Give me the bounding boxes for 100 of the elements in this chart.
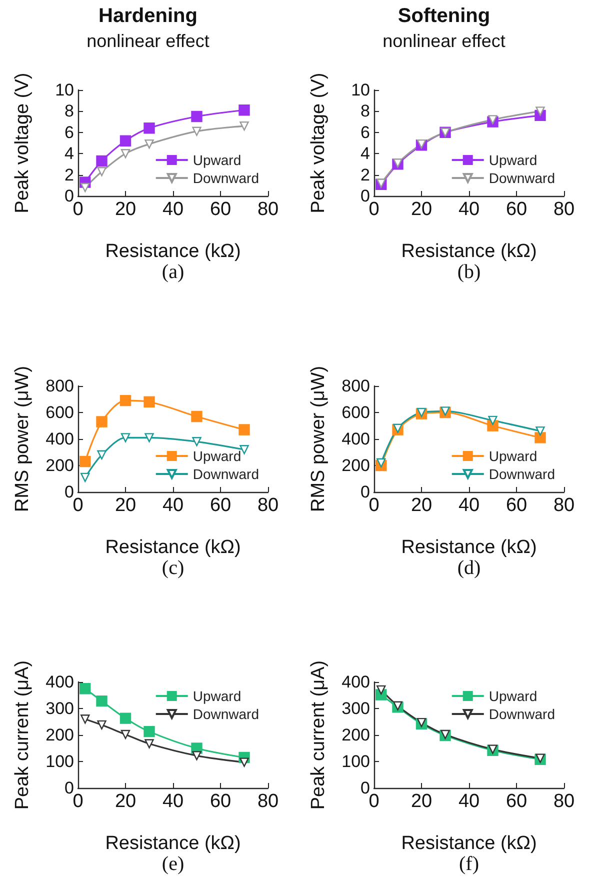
y-tick-label: 8 <box>64 102 74 121</box>
x-tick-label: 20 <box>114 199 136 220</box>
point <box>238 104 250 116</box>
point <box>488 416 498 426</box>
y-tick-label: 200 <box>342 726 370 744</box>
x-tick-label: 60 <box>506 495 528 516</box>
chart-title: Softening <box>398 5 490 27</box>
y-axis-title: RMS power (μW) <box>12 366 33 512</box>
point <box>240 121 249 131</box>
legend-label: Downward <box>488 170 556 186</box>
point <box>97 450 106 460</box>
text: (c) <box>162 557 184 579</box>
y-tick-label: 400 <box>342 672 370 692</box>
point <box>144 739 154 748</box>
y-tick-label: 100 <box>342 752 370 771</box>
x-tick-label: 80 <box>553 495 575 516</box>
point <box>191 110 202 122</box>
point <box>192 437 202 446</box>
point <box>96 155 108 167</box>
legend-label: Downward <box>488 466 556 482</box>
y-tick-label: 400 <box>46 430 74 448</box>
x-axis-title: Resistance (kΩ) <box>105 833 241 854</box>
x-tick-label: 60 <box>210 495 232 516</box>
point <box>440 406 450 416</box>
point <box>144 396 155 408</box>
point <box>144 433 154 442</box>
x-tick-label: 40 <box>458 495 480 516</box>
y-tick-label: 0 <box>64 186 74 206</box>
x-axis-title: Resistance (kΩ) <box>105 537 241 558</box>
point <box>192 751 202 760</box>
x-tick-label: 80 <box>257 791 279 812</box>
x-axis-title: Resistance (kΩ) <box>401 833 537 854</box>
y-tick-label: 400 <box>46 672 74 692</box>
x-tick-label: 80 <box>257 495 279 516</box>
y-tick-label: 200 <box>342 456 370 475</box>
point <box>97 720 106 730</box>
y-tick-label: 800 <box>342 376 370 396</box>
legend-label: Downward <box>192 706 260 722</box>
y-tick-label: 10 <box>55 80 74 100</box>
legend-label: Upward <box>488 688 538 704</box>
y-axis-title: Peak current (μA) <box>308 660 329 810</box>
point <box>120 730 130 740</box>
x-axis-title: Resistance (kΩ) <box>105 241 241 262</box>
point <box>376 458 386 468</box>
point <box>120 394 132 406</box>
legend-label: Downward <box>192 466 260 482</box>
point <box>120 135 132 146</box>
chart-subtitle: nonlinear effect <box>382 31 506 51</box>
y-tick-label: 300 <box>46 699 74 718</box>
point <box>393 424 402 433</box>
point <box>488 115 498 124</box>
y-tick-label: 0 <box>360 482 370 502</box>
legend-label: Upward <box>192 688 242 704</box>
point <box>80 683 91 694</box>
point <box>534 432 546 444</box>
y-tick-label: 200 <box>46 726 74 744</box>
y-axis-title: RMS power (μW) <box>308 366 329 512</box>
legend-label: Upward <box>488 152 538 168</box>
point <box>97 167 106 176</box>
y-tick-label: 4 <box>64 144 74 164</box>
point <box>376 685 386 695</box>
legend-label: Upward <box>192 152 242 168</box>
text: (b) <box>457 261 481 283</box>
point <box>80 714 90 724</box>
y-axis-title: Peak voltage (V) <box>308 72 329 214</box>
x-tick-label: 20 <box>114 791 136 812</box>
y-tick-label: 600 <box>342 403 370 422</box>
text: (e) <box>162 853 184 875</box>
point <box>238 424 250 436</box>
x-tick-label: 40 <box>162 495 184 516</box>
text: (f) <box>459 853 479 875</box>
chart-title: Hardening <box>98 5 198 27</box>
x-tick-label: 20 <box>114 495 136 516</box>
x-tick-label: 20 <box>410 791 432 812</box>
legend-label: Upward <box>192 448 242 464</box>
y-axis-title: Peak voltage (V) <box>12 72 33 214</box>
y-tick-label: 2 <box>64 165 74 184</box>
y-tick-label: 4 <box>360 144 370 164</box>
y-tick-label: 0 <box>360 186 370 206</box>
x-tick-label: 20 <box>410 199 432 220</box>
y-tick-label: 2 <box>360 165 370 184</box>
point <box>96 695 108 707</box>
point <box>536 106 545 116</box>
point <box>144 139 154 149</box>
y-tick-label: 0 <box>64 482 74 502</box>
y-tick-label: 6 <box>360 122 370 142</box>
x-axis-title: Resistance (kΩ) <box>401 537 537 558</box>
x-tick-label: 40 <box>458 791 480 812</box>
point <box>191 410 202 422</box>
point <box>80 472 90 482</box>
x-tick-label: 80 <box>257 199 279 220</box>
x-tick-label: 80 <box>553 199 575 220</box>
point <box>120 433 130 442</box>
legend-label: Downward <box>488 706 556 722</box>
y-tick-label: 200 <box>46 456 74 475</box>
y-tick-label: 6 <box>64 122 74 142</box>
x-tick-label: 60 <box>210 199 232 220</box>
legend-label: Upward <box>488 448 538 464</box>
x-tick-label: 60 <box>210 791 232 812</box>
y-tick-label: 8 <box>360 102 370 121</box>
